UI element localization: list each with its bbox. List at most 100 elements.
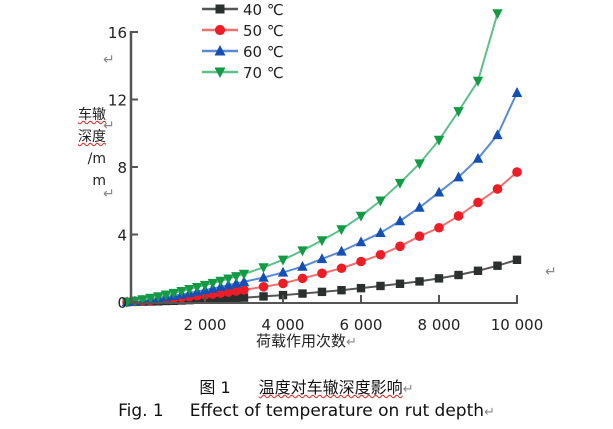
data-point-triangle-down: [492, 9, 503, 20]
legend-label: 60 ℃: [243, 43, 284, 61]
data-point-square: [415, 277, 424, 286]
data-point-triangle-down: [184, 284, 195, 295]
data-point-square: [454, 270, 463, 280]
data-point-triangle-up: [336, 245, 347, 256]
data-point-circle: [297, 273, 308, 284]
y-tick-label: 12: [108, 92, 127, 110]
y-tick-label: 16: [108, 24, 127, 42]
y-tick-label: 4: [117, 227, 127, 245]
data-point-triangle-up: [433, 186, 445, 197]
return-mark-icon: ↵: [103, 118, 115, 134]
x-tick-label: 4 000: [262, 316, 305, 334]
y-label-line-4: m: [92, 173, 106, 189]
legend-item: 40 ℃: [202, 1, 284, 19]
return-mark-icon: ↵: [103, 52, 115, 68]
data-point-square: [376, 281, 385, 291]
data-point-circle: [231, 286, 241, 296]
data-point-triangle-down: [277, 255, 289, 266]
data-point-square: [337, 285, 346, 295]
data-point-circle: [278, 278, 288, 289]
data-point-circle: [453, 211, 464, 221]
legend: 40 ℃ 50 ℃ 60 ℃ 70 ℃: [202, 1, 284, 82]
data-point-circle: [434, 222, 444, 233]
data-point-triangle-down: [336, 225, 347, 236]
data-point-circle: [239, 285, 249, 295]
data-point-triangle-up: [258, 271, 269, 282]
data-point-square: [434, 274, 444, 283]
data-point-square: [356, 283, 366, 293]
data-point-square: [215, 4, 225, 14]
y-tick-label: 0: [117, 294, 127, 312]
data-point-square: [239, 293, 249, 302]
data-point-triangle-down: [160, 290, 172, 301]
data-point-circle: [214, 24, 226, 36]
data-point-square: [208, 294, 217, 304]
caption-zh: 图 1 温度对车辙深度影响↵: [0, 374, 613, 398]
data-point-triangle-up: [355, 236, 367, 247]
data-point-square: [259, 292, 268, 301]
data-point-square: [512, 255, 522, 265]
caption-zh-label: 图 1: [199, 378, 231, 397]
data-point-circle: [492, 184, 503, 194]
data-point-triangle-down: [231, 272, 242, 283]
data-point-circle: [317, 268, 327, 279]
return-mark-icon: ↵: [103, 186, 115, 202]
data-point-triangle-down: [223, 274, 234, 285]
data-point-triangle-down: [258, 263, 269, 274]
legend-item: 60 ℃: [202, 43, 284, 61]
data-point-square: [224, 294, 233, 303]
data-point-square: [395, 279, 405, 288]
series-3: [121, 9, 503, 308]
data-point-circle: [336, 263, 347, 274]
legend-label: 70 ℃: [243, 64, 284, 82]
data-point-triangle-up: [238, 276, 250, 286]
data-point-circle: [223, 287, 234, 297]
legend-item: 70 ℃: [202, 64, 284, 82]
data-point-triangle-down: [168, 288, 179, 299]
data-point-triangle-up: [492, 129, 503, 140]
legend-label: 50 ℃: [243, 22, 284, 40]
data-point-circle: [512, 167, 522, 177]
data-point-circle: [414, 231, 425, 241]
data-point-triangle-down: [453, 107, 464, 118]
data-point-triangle-up: [231, 277, 242, 288]
data-point-triangle-down: [394, 178, 406, 189]
x-tick-label: 8 000: [418, 316, 461, 334]
data-point-circle: [473, 197, 483, 208]
data-point-triangle-down: [472, 76, 484, 87]
data-point-triangle-up: [453, 171, 464, 182]
x-tick-label: 6 000: [340, 316, 383, 334]
caption-en: Fig. 1 Effect of temperature on rut depth…: [0, 401, 613, 421]
data-point-triangle-down: [375, 196, 386, 207]
caption-en-title: Effect of temperature on rut depth: [189, 401, 485, 421]
data-point-triangle-down: [121, 297, 133, 308]
data-point-square: [493, 261, 502, 270]
data-point-triangle-down: [137, 295, 148, 306]
data-point-triangle-down: [316, 236, 328, 247]
series-line: [126, 13, 499, 303]
data-point-triangle-down: [153, 292, 164, 303]
legend-label: 40 ℃: [243, 1, 284, 19]
data-point-triangle-down: [207, 278, 218, 289]
data-point-triangle-down: [297, 246, 308, 257]
data-point-triangle-up: [277, 266, 289, 277]
ticks: 2 000 4 000 6 000 8 000 10 000 0 4 8 12 16: [108, 24, 543, 334]
return-mark-icon: ↵: [545, 264, 557, 280]
data-point-square: [298, 289, 307, 298]
y-axis-label: 车辙 深度 /m m: [66, 104, 106, 192]
data-point-triangle-up: [511, 87, 523, 97]
data-point-triangle-down: [145, 293, 156, 304]
data-point-square: [216, 294, 225, 303]
caption-zh-title: 温度对车辙深度影响: [258, 378, 403, 397]
data-point-square: [232, 293, 241, 303]
x-tick-label: 2 000: [184, 316, 227, 334]
data-point-circle: [356, 256, 366, 267]
x-axis-label-text: 荷载作用次数: [256, 332, 347, 350]
data-point-triangle-down: [199, 280, 211, 291]
data-point-triangle-up: [316, 253, 328, 264]
series-layer: [121, 9, 523, 308]
data-point-square: [473, 266, 483, 275]
data-point-triangle-down: [355, 211, 367, 222]
data-point-square: [317, 287, 327, 297]
